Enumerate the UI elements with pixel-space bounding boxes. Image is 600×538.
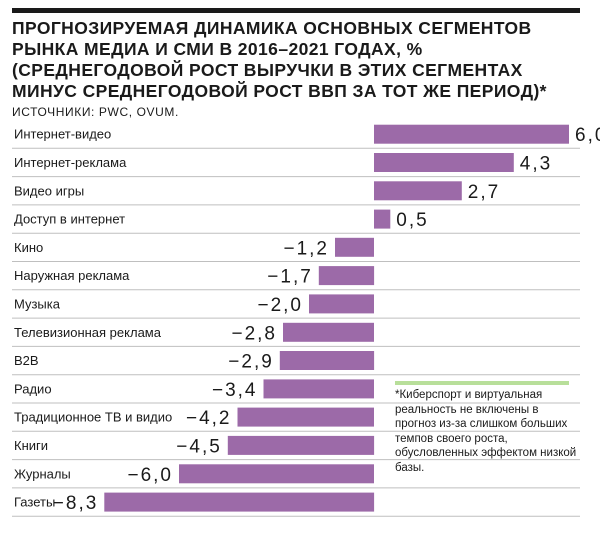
value-label: −2,9 xyxy=(228,352,274,373)
category-label: Традиционное ТВ и видио xyxy=(14,410,172,425)
bar xyxy=(283,322,374,342)
value-label: −3,4 xyxy=(212,380,258,401)
category-label: Доступ в интернет xyxy=(14,212,125,227)
chart-title: ПРОГНОЗИРУЕМАЯ ДИНАМИКА ОСНОВНЫХ СЕГМЕНТ… xyxy=(12,18,547,101)
value-label: −4,2 xyxy=(186,408,232,429)
value-label: −4,5 xyxy=(176,436,222,457)
chart-source: ИСТОЧНИКИ: PWC, OVUM. xyxy=(12,105,179,119)
bar xyxy=(374,181,462,201)
value-label: −1,2 xyxy=(283,238,329,259)
footnote-rule xyxy=(395,381,569,385)
category-label: Интернет-видео xyxy=(14,127,111,142)
value-label: 4,3 xyxy=(520,153,552,174)
category-label: Газеты xyxy=(14,495,55,510)
top-rule xyxy=(12,8,580,13)
category-label: B2B xyxy=(14,353,39,368)
value-label: −2,0 xyxy=(257,295,303,316)
category-label: Телевизионная реклама xyxy=(14,325,162,340)
category-label: Журналы xyxy=(14,466,71,481)
value-label: 0,5 xyxy=(396,210,428,231)
value-label: −2,8 xyxy=(231,323,277,344)
category-label: Радио xyxy=(14,381,52,396)
value-label: 6,0 xyxy=(575,125,600,146)
category-label: Интернет-реклама xyxy=(14,155,127,170)
bar xyxy=(279,351,375,370)
category-label: Кино xyxy=(14,240,43,255)
bar xyxy=(374,209,391,229)
value-label: −8,3 xyxy=(53,493,99,514)
bar xyxy=(227,435,375,455)
bar xyxy=(309,294,374,314)
bar xyxy=(374,153,514,172)
bar xyxy=(335,237,374,257)
bar xyxy=(104,492,375,512)
category-label: Наружная реклама xyxy=(14,268,130,283)
bar xyxy=(318,266,375,286)
bar xyxy=(179,464,374,484)
bar xyxy=(237,407,374,427)
value-label: −1,7 xyxy=(267,267,313,288)
category-label: Книги xyxy=(14,438,48,453)
category-label: Музыка xyxy=(14,296,61,311)
value-label: 2,7 xyxy=(468,182,500,203)
bar xyxy=(263,379,374,399)
footnote: *Киберспорт и виртуальная реальность не … xyxy=(395,389,577,474)
bar xyxy=(374,124,569,144)
value-label: −6,0 xyxy=(127,465,173,486)
category-label: Видео игры xyxy=(14,183,84,198)
